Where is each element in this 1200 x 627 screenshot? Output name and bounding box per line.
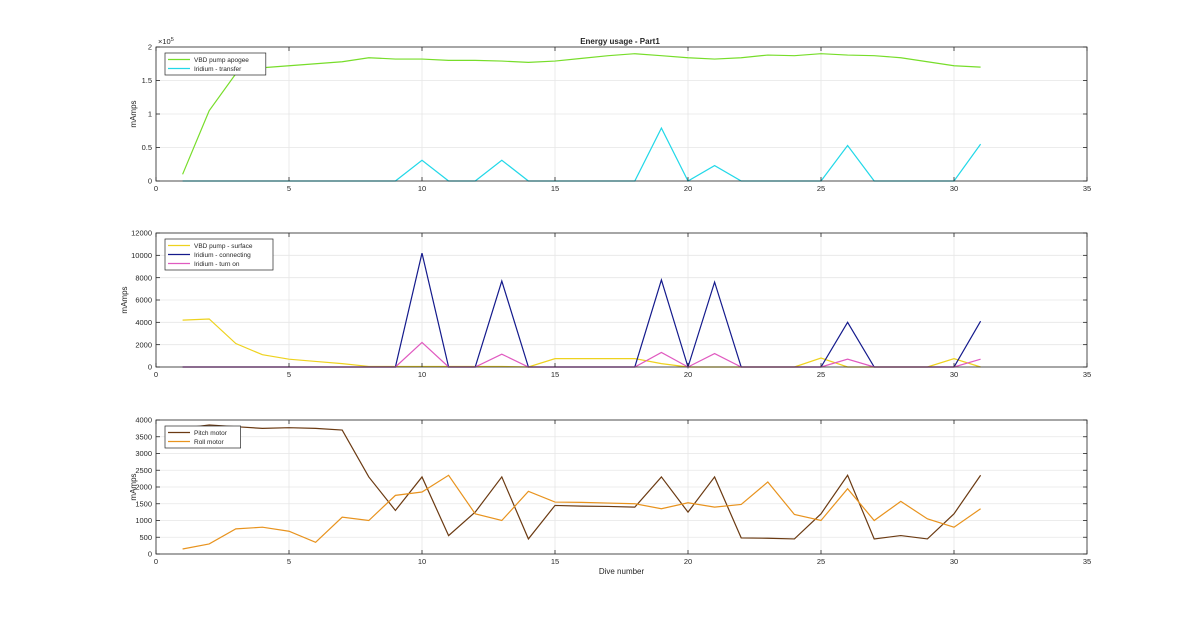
panel2-x-tick-label-1: 5: [287, 370, 291, 379]
panel2-y-tick-label-0: 0: [148, 363, 152, 372]
panel1-legend-label-2: Iridium - transfer: [194, 66, 242, 73]
panel3-y-tick-label-0: 0: [148, 550, 152, 559]
panel2-y-tick-label-6: 12000: [131, 229, 152, 238]
panel3-y-tick-label-4: 2000: [135, 483, 152, 492]
panel3-series-line-1: [182, 424, 982, 541]
panel3-x-tick-label-6: 30: [950, 557, 958, 566]
panel2-y-tick-label-2: 4000: [135, 318, 152, 327]
panel2-x-tick-label-7: 35: [1083, 370, 1091, 379]
panel3-legend-label-2: Roll motor: [194, 439, 224, 446]
panel3-legend-box: [164, 425, 241, 449]
panel2-y-tick-label-5: 10000: [131, 251, 152, 260]
panel2-y-axis-label: mAmps: [120, 286, 129, 313]
panel1-y-axis-label: mAmps: [129, 100, 138, 127]
panel1-y-tick-label-2: 1: [148, 110, 152, 119]
panel3-y-tick-label-7: 3500: [135, 432, 152, 441]
panel2-x-tick-label-5: 25: [817, 370, 825, 379]
panel3-x-tick-label-2: 10: [418, 557, 426, 566]
panel3-x-tick-label-3: 15: [551, 557, 559, 566]
panel2-x-tick-label-2: 10: [418, 370, 426, 379]
panel1-y-tick-label-0: 0: [148, 177, 152, 186]
panel2-y-tick-label-1: 2000: [135, 340, 152, 349]
panel1-x-tick-label-5: 25: [817, 184, 825, 193]
panel1-y-tick-label-1: 0.5: [142, 143, 152, 152]
panel1-y-exponent-label: ×105: [158, 37, 174, 46]
panel2-y-tick-label-3: 6000: [135, 296, 152, 305]
panel1-x-tick-label-0: 0: [154, 184, 158, 193]
panel1-x-tick-label-4: 20: [684, 184, 692, 193]
panel2-x-tick-label-4: 20: [684, 370, 692, 379]
panel3-legend-label-1: Pitch motor: [194, 430, 228, 437]
chart-title: Energy usage - Part1: [580, 37, 660, 46]
panel2-y-tick-label-4: 8000: [135, 273, 152, 282]
panel3-y-tick-label-3: 1500: [135, 499, 152, 508]
panel1-x-tick-label-7: 35: [1083, 184, 1091, 193]
panel3-y-tick-label-6: 3000: [135, 449, 152, 458]
panel1-x-tick-label-2: 10: [418, 184, 426, 193]
panel2-x-tick-label-0: 0: [154, 370, 158, 379]
panel3-x-tick-label-5: 25: [817, 557, 825, 566]
panel3-y-axis-label: mAmps: [129, 473, 138, 500]
panel2-x-tick-label-3: 15: [551, 370, 559, 379]
panel3-series-line-2: [182, 474, 981, 550]
panel3-x-tick-label-1: 5: [287, 557, 291, 566]
panel1-x-tick-label-6: 30: [950, 184, 958, 193]
panel2-x-tick-label-6: 30: [950, 370, 958, 379]
panel1-series-line-1: [182, 53, 981, 175]
panel3-x-tick-label-0: 0: [154, 557, 158, 566]
panel2-legend-label-1: VBD pump - surface: [194, 243, 253, 250]
panel3-y-tick-label-5: 2500: [135, 466, 152, 475]
panel2-legend-label-2: Iridium - connecting: [194, 252, 251, 259]
panel3-y-tick-label-2: 1000: [135, 516, 152, 525]
panel3-y-tick-label-1: 500: [139, 533, 152, 542]
panel1-legend-label-1: VBD pump apogee: [194, 57, 249, 64]
panel1-x-tick-label-1: 5: [287, 184, 291, 193]
panel3-x-tick-label-7: 35: [1083, 557, 1091, 566]
panel3-x-tick-label-4: 20: [684, 557, 692, 566]
panel1-x-tick-label-3: 15: [551, 184, 559, 193]
panel3-y-tick-label-8: 4000: [135, 416, 152, 425]
panel1-y-exponent-power: 5: [171, 37, 174, 43]
panel2-legend-label-3: Iridium - turn on: [194, 261, 240, 268]
panel3-x-axis-label: Dive number: [599, 567, 645, 576]
panel1-y-tick-label-4: 2: [148, 43, 152, 52]
panel1-y-tick-label-3: 1.5: [142, 76, 152, 85]
panel1-legend-box: [164, 52, 267, 76]
